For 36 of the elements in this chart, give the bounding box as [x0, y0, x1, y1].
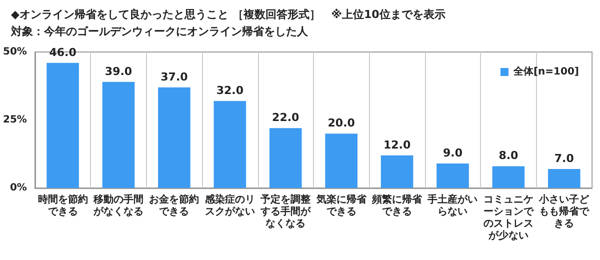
- data-label: 39.0: [104, 64, 132, 78]
- x-tick-label: 小さい子どもも帰省できる: [538, 194, 590, 230]
- x-tick-label: 感染症のリスクがない: [204, 194, 255, 218]
- bar: [269, 128, 302, 188]
- x-tick-label: お金を節約できる: [149, 194, 200, 218]
- x-tick-label: 頻繁に帰省できる: [371, 194, 424, 218]
- data-label: 7.0: [554, 152, 574, 165]
- x-tick-label: 気楽に帰省できる: [315, 194, 368, 218]
- y-tick-label: 25%: [3, 114, 27, 126]
- x-tick-label: コミュニケーションでのストレスが少ない: [483, 194, 534, 242]
- chart-subtitle: 対象：今年のゴールデンウィークにオンライン帰省をした人: [10, 25, 309, 38]
- bar: [46, 62, 79, 188]
- data-label: 32.0: [216, 84, 244, 97]
- bar: [492, 166, 525, 188]
- legend-label: 全体[n=100]: [512, 66, 580, 78]
- bar: [214, 100, 246, 188]
- chart-title: ◆オンライン帰省をして良かったと思うこと ［複数回答形式］ ※上位10位までを表示: [11, 8, 446, 21]
- y-tick-label: 50%: [3, 46, 27, 58]
- data-label: 8.0: [498, 149, 519, 162]
- x-tick-label: 手土産がいらない: [426, 194, 478, 218]
- data-label: 20.0: [328, 116, 356, 130]
- bar: [436, 164, 469, 188]
- data-label: 37.0: [160, 70, 188, 84]
- data-label: 46.0: [49, 46, 77, 59]
- bar: [548, 168, 580, 188]
- bar: [325, 134, 358, 188]
- bar: [380, 155, 414, 188]
- x-tick-label: 時間を節約できる: [38, 194, 88, 218]
- x-tick-label: 移動の手間がなくなる: [92, 194, 144, 218]
- y-tick-label: 0%: [10, 182, 27, 194]
- data-label: 9.0: [442, 146, 463, 160]
- x-tick-label: 予定を調整する手間がなくなる: [260, 194, 312, 230]
- bar: [102, 82, 135, 188]
- data-label: 22.0: [272, 111, 300, 124]
- bar: [158, 87, 190, 188]
- data-label: 12.0: [383, 138, 411, 152]
